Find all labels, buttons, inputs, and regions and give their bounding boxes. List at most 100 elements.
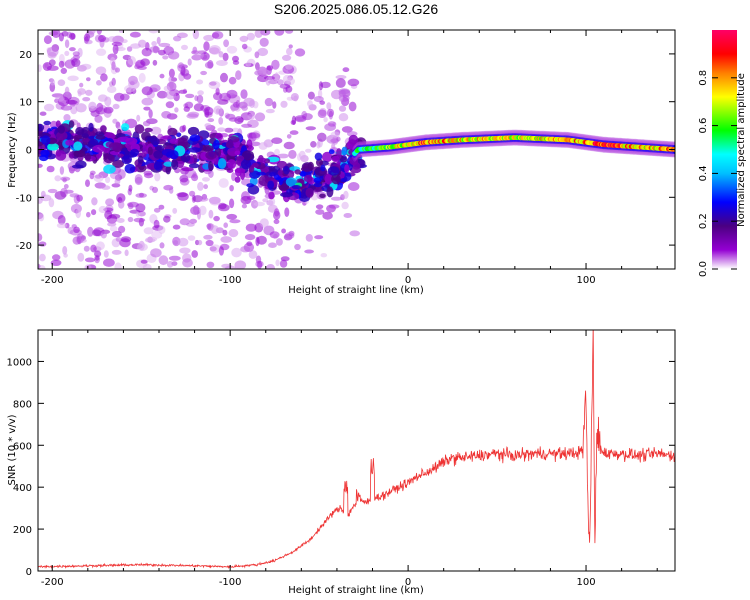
heatmap-cell xyxy=(234,176,241,183)
heatmap-cell xyxy=(244,234,256,241)
heatmap-cell xyxy=(322,211,333,220)
heatmap-cell xyxy=(71,164,84,169)
heatmap-cell xyxy=(89,170,96,175)
heatmap-cell xyxy=(109,171,121,180)
heatmap-cell xyxy=(197,90,204,96)
heatmap-cell xyxy=(85,89,93,96)
snr-ylabel: SNR (10 * v/v) xyxy=(7,414,18,485)
heatmap-cell xyxy=(181,44,188,51)
heatmap-cell xyxy=(314,152,323,161)
heatmap-cell xyxy=(67,227,74,235)
heatmap-cell xyxy=(327,166,340,176)
heatmap-cell xyxy=(284,207,290,217)
heatmap-cell xyxy=(38,263,41,269)
heatmap-cell xyxy=(52,254,61,261)
heatmap-cell xyxy=(137,65,147,71)
heatmap-cell xyxy=(318,81,323,91)
heatmap-cell xyxy=(193,204,199,215)
heatmap-cell xyxy=(304,249,314,254)
heatmap-cell xyxy=(152,186,158,193)
heatmap-cell xyxy=(220,72,228,83)
heatmap-cell xyxy=(162,135,172,140)
heatmap-cell xyxy=(135,211,141,218)
heatmap-cell xyxy=(124,163,136,174)
heatmap-cell xyxy=(153,207,161,213)
heatmap-cell xyxy=(331,155,340,163)
heatmap-cell xyxy=(83,245,90,252)
heatmap-cell xyxy=(285,30,294,34)
heatmap-cell xyxy=(228,76,237,85)
heatmap-cell xyxy=(147,146,153,156)
heatmap-cell xyxy=(46,46,59,57)
heatmap-cell xyxy=(179,174,189,183)
heatmap-cell xyxy=(283,165,290,175)
heatmap-cell xyxy=(158,255,169,266)
heatmap-cell xyxy=(258,142,268,150)
heatmap-cell xyxy=(197,239,203,246)
heatmap-cell xyxy=(91,197,98,206)
heatmap-cell xyxy=(176,132,182,138)
heatmap-cell xyxy=(140,259,148,264)
heatmap-cell xyxy=(84,152,91,161)
heatmap-cell xyxy=(335,75,347,80)
heatmap-cell xyxy=(143,106,151,111)
heatmap-cell xyxy=(314,235,324,240)
snr-frame xyxy=(37,329,676,572)
heatmap-cell xyxy=(208,160,214,172)
heatmap-cell xyxy=(153,150,164,159)
heatmap-cell xyxy=(227,159,237,169)
heatmap-cell xyxy=(239,35,249,43)
heatmap-cell xyxy=(187,126,200,136)
heatmap-cell xyxy=(96,30,102,35)
colorbar: 0.0 0.2 0.4 0.6 0.8 Normalized spectral ampl… xyxy=(698,30,747,277)
x-tick-label: 100 xyxy=(576,577,595,588)
heatmap-cell xyxy=(199,205,207,216)
heatmap-cell xyxy=(331,173,341,185)
heatmap-cell xyxy=(111,77,116,86)
heatmap-cell xyxy=(95,66,107,75)
heatmap-cell xyxy=(289,130,299,135)
heatmap-cell xyxy=(56,222,67,229)
heatmap-cell xyxy=(87,226,94,237)
heatmap-cell xyxy=(92,229,102,237)
heatmap-cell xyxy=(89,102,96,109)
heatmap-cell xyxy=(170,77,178,82)
heatmap-cell xyxy=(59,166,65,175)
heatmap-cell xyxy=(121,123,130,131)
heatmap-cell xyxy=(305,187,314,198)
heatmap-cell xyxy=(232,60,240,65)
heatmap-cell xyxy=(161,111,172,119)
heatmap-cell xyxy=(109,225,118,232)
heatmap-cell xyxy=(47,188,58,194)
heatmap-cell xyxy=(112,44,119,55)
heatmap-cell xyxy=(246,183,255,188)
heatmap-cell xyxy=(174,107,179,113)
heatmap-cell xyxy=(183,106,190,112)
heatmap-cell xyxy=(269,172,277,177)
heatmap-cell xyxy=(216,60,228,66)
heatmap-cell xyxy=(258,69,271,77)
heatmap-cell xyxy=(228,229,239,238)
heatmap-cell xyxy=(96,102,104,113)
heatmap-cell xyxy=(179,247,191,254)
heatmap-cell xyxy=(38,241,47,247)
heatmap-cell xyxy=(116,218,125,223)
heatmap-cell xyxy=(340,178,346,183)
heatmap-cell xyxy=(57,215,66,225)
heatmap-cell xyxy=(283,141,295,150)
heatmap-cell xyxy=(156,36,161,45)
heatmap-cell xyxy=(152,59,158,66)
heatmap-cell xyxy=(163,161,174,167)
heatmap-cell xyxy=(336,136,341,142)
heatmap-cell xyxy=(211,225,219,235)
heatmap-cell xyxy=(77,91,82,97)
heatmap-cell xyxy=(118,30,124,33)
y-tick-label: 1000 xyxy=(7,357,32,368)
heatmap-cell xyxy=(294,115,307,123)
heatmap-cell xyxy=(38,123,45,132)
colorbar-tick-label: 0.4 xyxy=(698,165,709,181)
heatmap-cell xyxy=(255,236,260,247)
heatmap-cell xyxy=(305,234,313,242)
